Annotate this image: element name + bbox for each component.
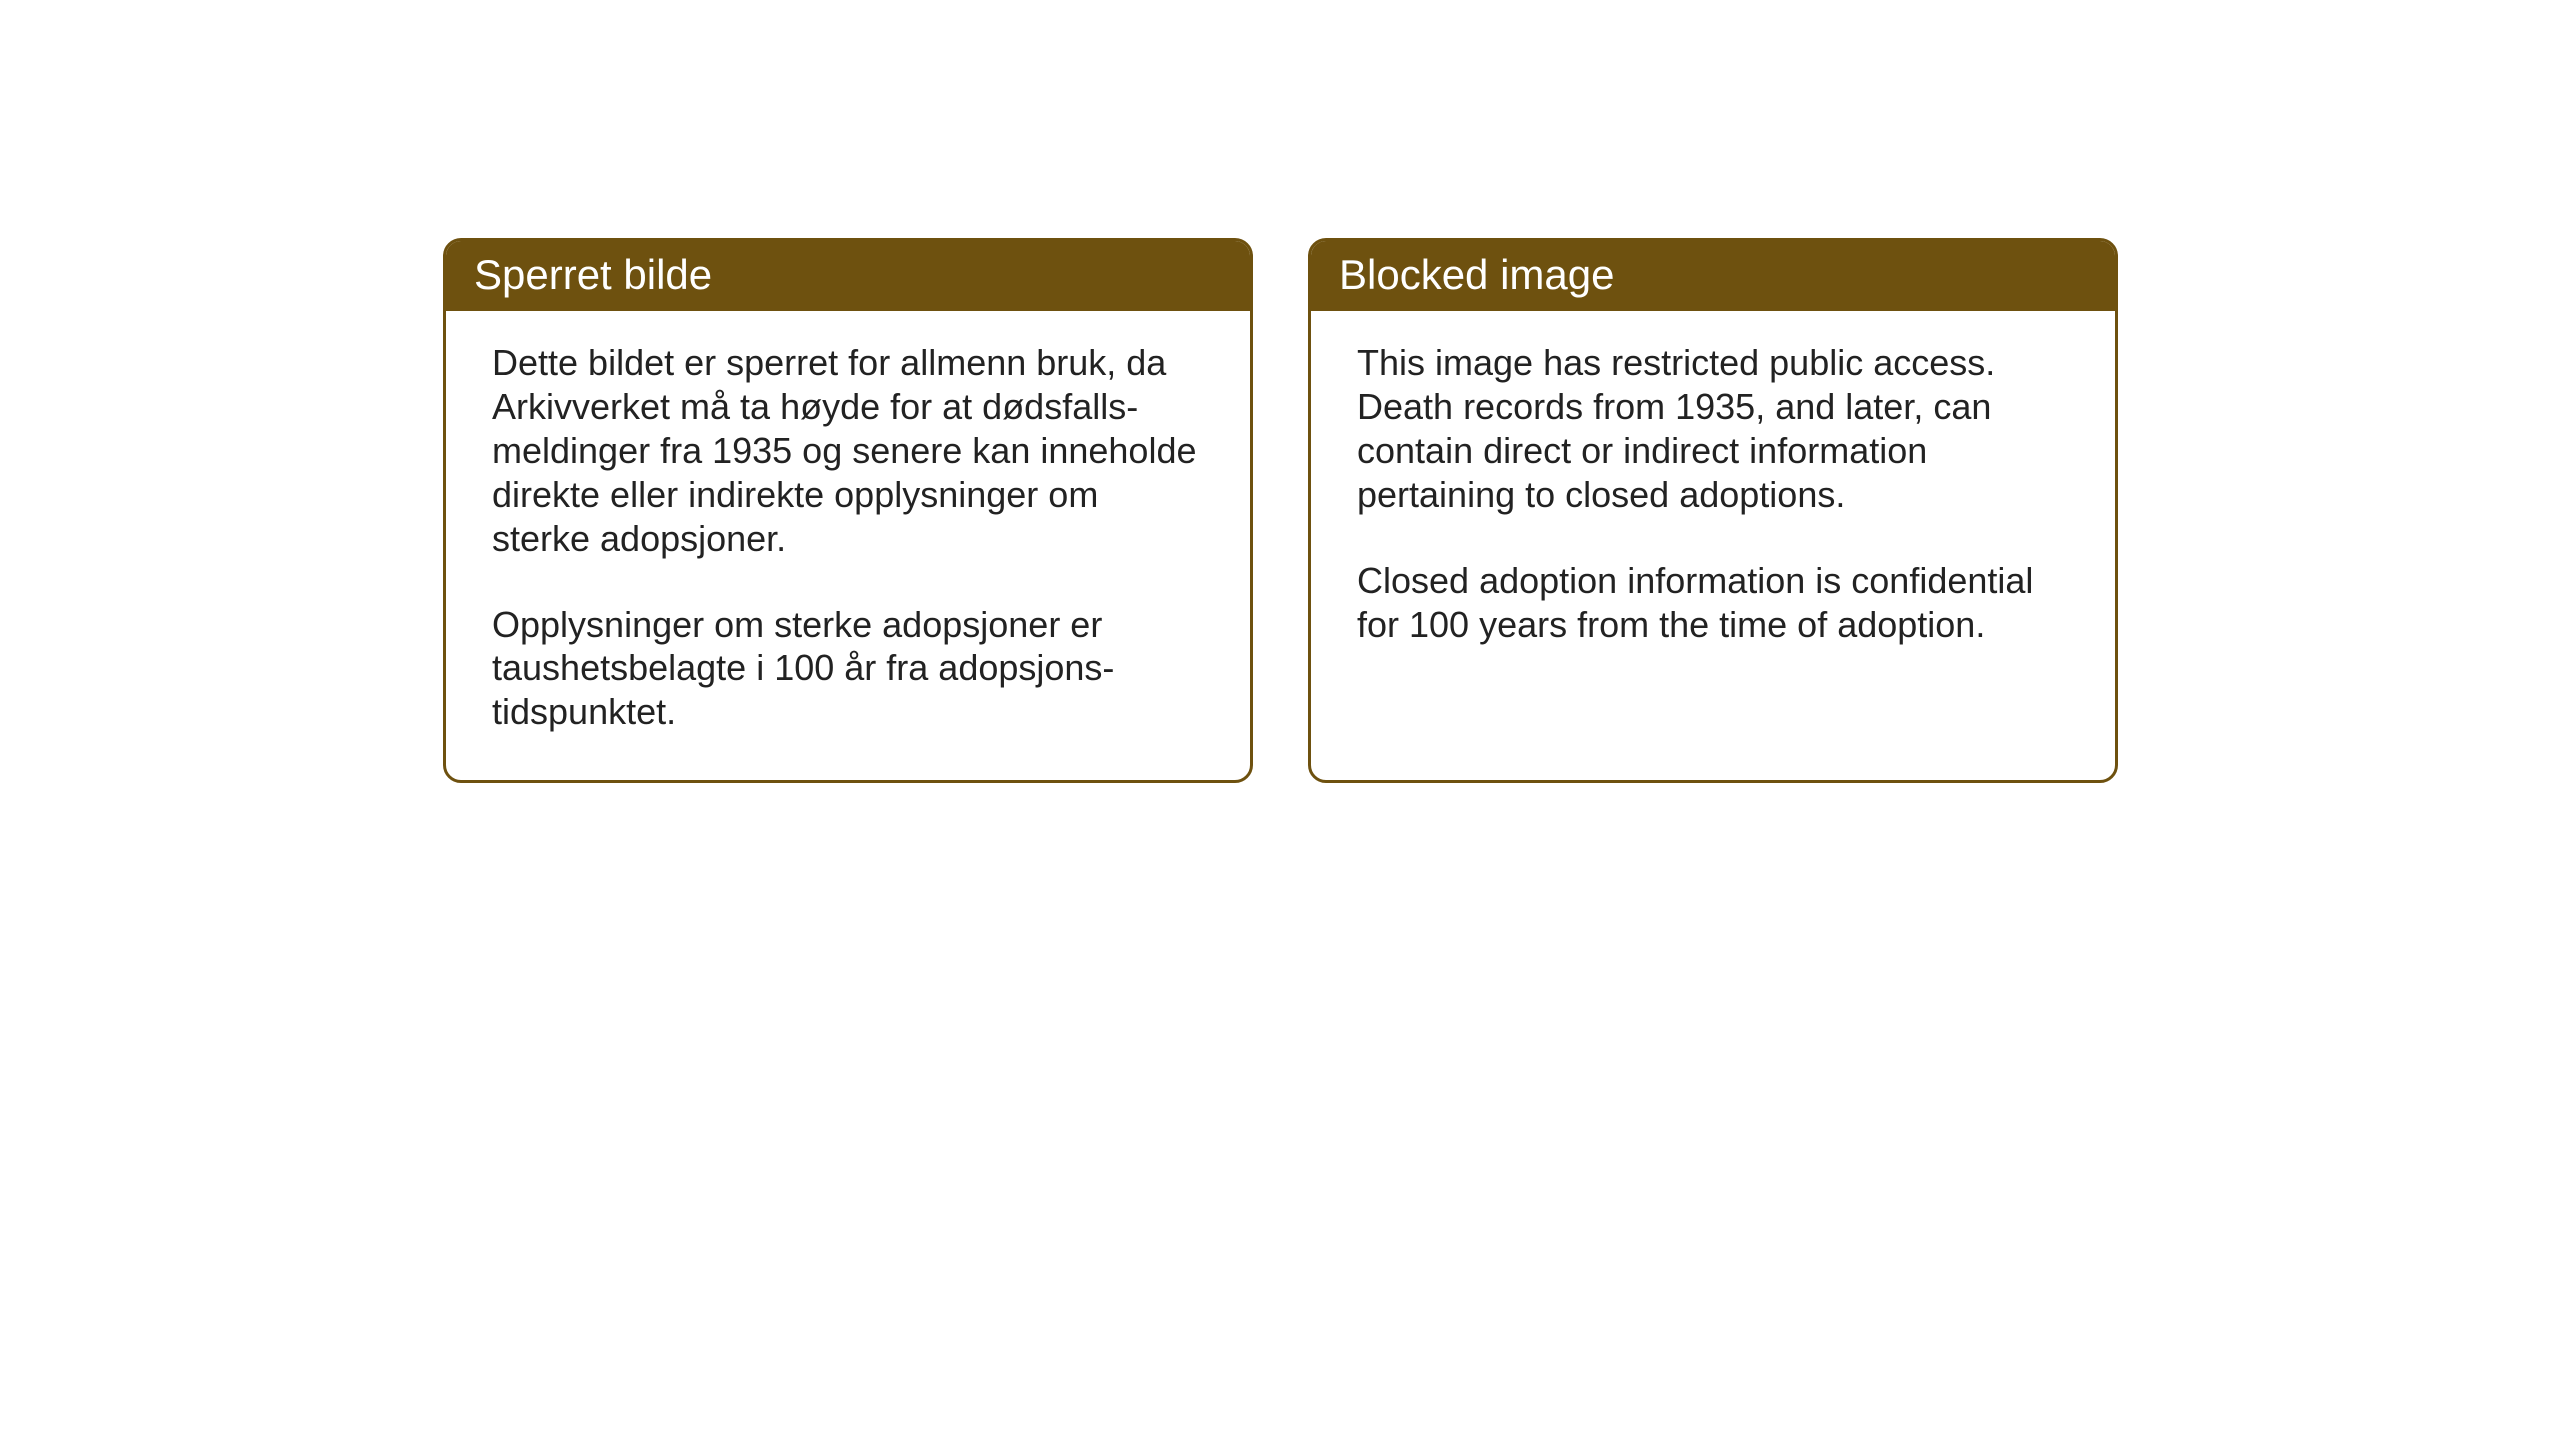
norwegian-paragraph-2: Opplysninger om sterke adopsjoner er tau… [492,603,1204,735]
norwegian-card-title: Sperret bilde [446,241,1250,311]
english-card-body: This image has restricted public access.… [1311,311,2115,756]
english-card-title: Blocked image [1311,241,2115,311]
notice-cards-container: Sperret bilde Dette bildet er sperret fo… [443,238,2118,783]
norwegian-card-body: Dette bildet er sperret for allmenn bruk… [446,311,1250,780]
english-notice-card: Blocked image This image has restricted … [1308,238,2118,783]
norwegian-notice-card: Sperret bilde Dette bildet er sperret fo… [443,238,1253,783]
norwegian-paragraph-1: Dette bildet er sperret for allmenn bruk… [492,341,1204,561]
english-paragraph-1: This image has restricted public access.… [1357,341,2069,517]
english-paragraph-2: Closed adoption information is confident… [1357,559,2069,647]
